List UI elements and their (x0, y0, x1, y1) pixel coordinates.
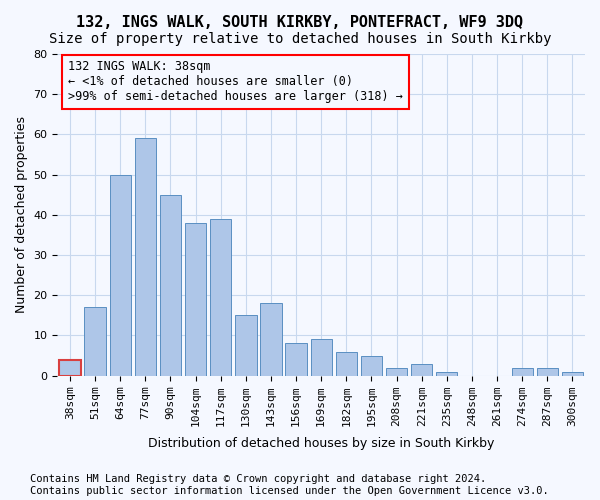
Bar (361, 356, 382, 376)
Bar (235, 316, 257, 376)
Text: 132 INGS WALK: 38sqm
← <1% of detached houses are smaller (0)
>99% of semi-detac: 132 INGS WALK: 38sqm ← <1% of detached h… (68, 60, 403, 104)
Bar (335, 352, 357, 376)
Bar (286, 344, 307, 376)
Bar (260, 304, 281, 376)
Bar (210, 219, 232, 376)
Bar (311, 340, 332, 376)
Bar (185, 223, 206, 376)
Text: Size of property relative to detached houses in South Kirkby: Size of property relative to detached ho… (49, 32, 551, 46)
Bar (59, 360, 80, 376)
Bar (110, 174, 131, 376)
Text: 132, INGS WALK, SOUTH KIRKBY, PONTEFRACT, WF9 3DQ: 132, INGS WALK, SOUTH KIRKBY, PONTEFRACT… (76, 15, 524, 30)
X-axis label: Distribution of detached houses by size in South Kirkby: Distribution of detached houses by size … (148, 437, 494, 450)
Text: Contains HM Land Registry data © Crown copyright and database right 2024.: Contains HM Land Registry data © Crown c… (30, 474, 486, 484)
Bar (562, 372, 583, 376)
Bar (512, 368, 533, 376)
Bar (386, 368, 407, 376)
Bar (536, 368, 558, 376)
Bar (134, 138, 156, 376)
Bar (436, 372, 457, 376)
Bar (85, 308, 106, 376)
Y-axis label: Number of detached properties: Number of detached properties (15, 116, 28, 314)
Bar (411, 364, 433, 376)
Text: Contains public sector information licensed under the Open Government Licence v3: Contains public sector information licen… (30, 486, 549, 496)
Bar (160, 194, 181, 376)
